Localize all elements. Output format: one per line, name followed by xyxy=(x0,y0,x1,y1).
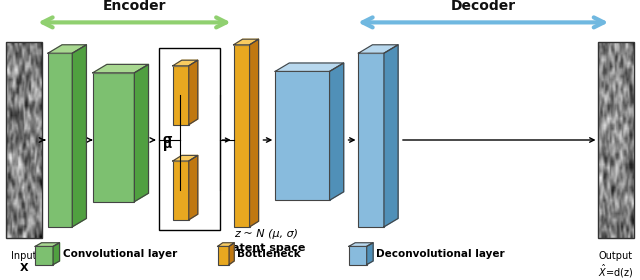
Bar xyxy=(218,246,229,265)
Text: Latent space: Latent space xyxy=(225,243,306,253)
Bar xyxy=(93,73,134,202)
Text: Input: Input xyxy=(12,251,36,261)
Polygon shape xyxy=(250,39,259,227)
Text: $\hat{X}$=d(z): $\hat{X}$=d(z) xyxy=(598,263,634,280)
Polygon shape xyxy=(384,45,398,227)
Bar xyxy=(48,53,72,227)
Polygon shape xyxy=(189,60,198,125)
Polygon shape xyxy=(134,64,148,202)
Text: z ~ N (μ, σ): z ~ N (μ, σ) xyxy=(234,229,298,239)
Polygon shape xyxy=(367,243,373,265)
Polygon shape xyxy=(229,243,234,265)
Polygon shape xyxy=(173,60,198,66)
Text: Deconvolutional layer: Deconvolutional layer xyxy=(376,249,505,259)
Text: Encoder: Encoder xyxy=(102,0,166,13)
Bar xyxy=(358,53,384,227)
Polygon shape xyxy=(349,243,373,246)
Polygon shape xyxy=(53,243,60,265)
Bar xyxy=(173,66,189,125)
Polygon shape xyxy=(93,64,148,73)
Bar xyxy=(275,71,330,200)
Polygon shape xyxy=(72,45,86,227)
Polygon shape xyxy=(48,45,86,53)
Polygon shape xyxy=(218,243,234,246)
Bar xyxy=(349,246,367,265)
Text: Decoder: Decoder xyxy=(451,0,516,13)
Text: Convolutional layer: Convolutional layer xyxy=(63,249,177,259)
Bar xyxy=(173,161,189,220)
Polygon shape xyxy=(358,45,398,53)
Bar xyxy=(598,42,634,238)
Text: $\mathbf{\sigma}$: $\mathbf{\sigma}$ xyxy=(162,133,173,146)
Polygon shape xyxy=(35,243,60,246)
Bar xyxy=(6,42,42,238)
Text: $\mathbf{\mu}$: $\mathbf{\mu}$ xyxy=(163,139,173,153)
Text: X: X xyxy=(20,263,28,273)
Polygon shape xyxy=(173,155,198,161)
Polygon shape xyxy=(189,155,198,220)
Polygon shape xyxy=(275,63,344,71)
Text: Bottleneck: Bottleneck xyxy=(237,249,301,259)
Bar xyxy=(35,246,53,265)
Text: Output: Output xyxy=(599,251,633,261)
Polygon shape xyxy=(330,63,344,200)
Polygon shape xyxy=(234,39,259,45)
Bar xyxy=(159,48,220,230)
Bar xyxy=(234,45,250,227)
